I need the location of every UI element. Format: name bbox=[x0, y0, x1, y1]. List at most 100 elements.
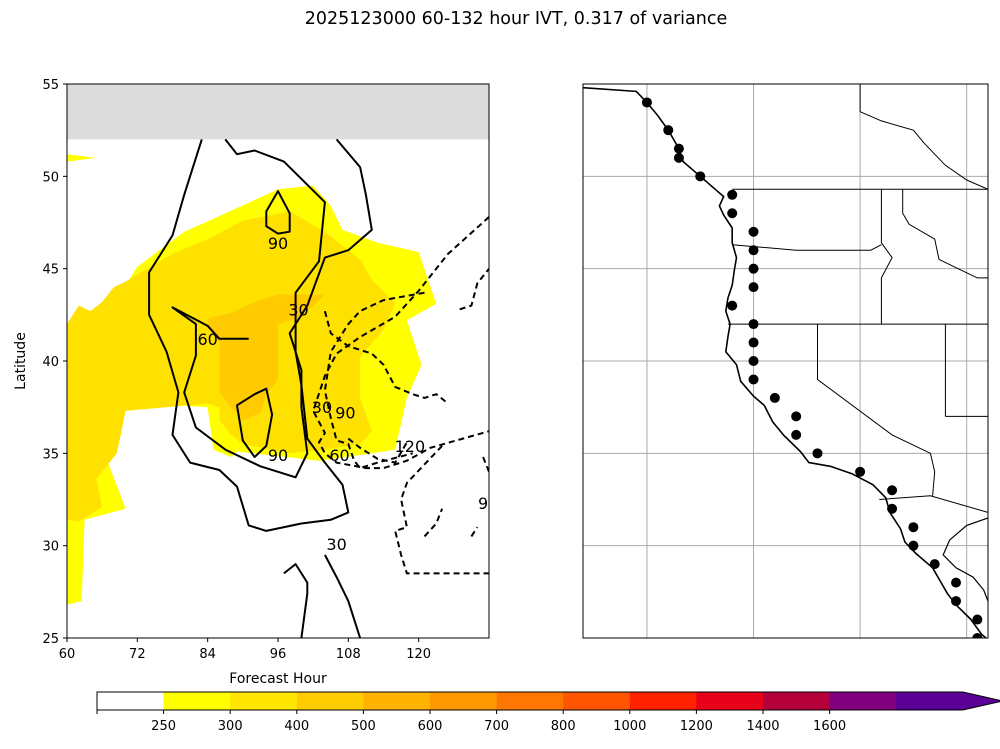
colorbar-segment bbox=[230, 692, 298, 710]
colorbar-tick-label: 300 bbox=[218, 719, 243, 734]
colorbar-segment bbox=[163, 692, 231, 710]
x-axis-label: Forecast Hour bbox=[229, 671, 327, 687]
solid-contour-3 bbox=[236, 387, 274, 458]
y-tick-label: 35 bbox=[42, 447, 59, 462]
gulf-coastline bbox=[942, 517, 988, 602]
map-point bbox=[887, 503, 898, 514]
map-point bbox=[641, 97, 652, 108]
map-panel bbox=[582, 83, 989, 639]
colorbar-tick-label: 1200 bbox=[680, 719, 713, 734]
colorbar-segment bbox=[430, 692, 498, 710]
y-tick-label: 25 bbox=[42, 632, 59, 647]
colorbar-segment bbox=[896, 692, 1000, 710]
dashed-contour-0 bbox=[312, 216, 489, 470]
dashed-contour-label: 9 bbox=[478, 494, 488, 513]
map-point bbox=[748, 356, 759, 366]
colorbar-segment bbox=[829, 692, 897, 710]
map-point bbox=[791, 429, 802, 440]
dashed-contour-8 bbox=[470, 526, 479, 537]
solid-contour-1 bbox=[171, 138, 373, 479]
map-point bbox=[855, 466, 866, 477]
colorbar-segment bbox=[763, 692, 831, 710]
map-point bbox=[748, 337, 759, 348]
y-tick-label: 50 bbox=[42, 170, 59, 185]
colorbar-segment bbox=[629, 692, 697, 710]
map-point bbox=[769, 392, 780, 403]
dashed-contour-label: 90 bbox=[335, 404, 355, 423]
map-point bbox=[887, 485, 898, 496]
map-point bbox=[972, 633, 983, 638]
map-point bbox=[663, 125, 674, 136]
solid-contour-4 bbox=[283, 563, 309, 638]
colorbar-segment bbox=[363, 692, 431, 710]
colorbar-tick-label: 1000 bbox=[613, 719, 646, 734]
state-border bbox=[880, 189, 893, 325]
map-point bbox=[727, 189, 738, 200]
map-point bbox=[908, 540, 919, 551]
y-tick-label: 45 bbox=[42, 263, 59, 278]
solid-contour-5 bbox=[324, 554, 362, 638]
colorbar-tick-label: 250 bbox=[151, 719, 176, 734]
x-tick-label: 96 bbox=[270, 647, 287, 662]
map-point bbox=[748, 282, 759, 293]
map-point bbox=[951, 577, 962, 588]
map-point bbox=[748, 263, 759, 274]
colorbar-segment bbox=[563, 692, 631, 710]
x-tick-label: 60 bbox=[59, 647, 76, 662]
solid-contour-label: 30 bbox=[326, 535, 346, 554]
dashed-contour-3 bbox=[394, 445, 489, 575]
map-point bbox=[951, 596, 962, 607]
x-tick-label: 120 bbox=[406, 647, 431, 662]
colorbar-tick-label: 800 bbox=[551, 719, 576, 734]
colorbar-tick-label: 700 bbox=[484, 719, 509, 734]
map-point bbox=[791, 411, 802, 422]
coastline bbox=[583, 86, 987, 638]
dashed-contour-label: 60 bbox=[329, 446, 349, 465]
colorbar-tick-label: 1400 bbox=[746, 719, 779, 734]
map-point bbox=[673, 152, 684, 163]
colorbar: 250 300 400 500 600 700 800 1000 1200 1400 1600 bbox=[96, 691, 1000, 734]
dashed-contour-label: 120 bbox=[395, 437, 426, 456]
ivt-fill-400 bbox=[207, 294, 325, 421]
map-point bbox=[748, 245, 759, 256]
colorbar-segment bbox=[296, 692, 364, 710]
state-border bbox=[879, 495, 988, 513]
map-point bbox=[673, 143, 684, 154]
map-point bbox=[908, 522, 919, 533]
dashed-contour-6 bbox=[423, 508, 444, 538]
colorbar-tick-label: 500 bbox=[351, 719, 376, 734]
y-tick-label: 30 bbox=[42, 540, 59, 555]
map-point bbox=[748, 374, 759, 385]
colorbar-segment bbox=[496, 692, 564, 710]
colorbar-tick-label: 1600 bbox=[813, 719, 846, 734]
solid-contour-label: 30 bbox=[288, 300, 308, 319]
solid-contour-0 bbox=[148, 138, 350, 532]
x-tick-label: 72 bbox=[129, 647, 146, 662]
masked-region bbox=[67, 84, 489, 140]
state-border bbox=[732, 244, 882, 251]
dashed-contour-4 bbox=[347, 437, 408, 464]
state-border bbox=[902, 189, 988, 279]
state-border bbox=[859, 84, 988, 190]
colorbar-segment bbox=[97, 692, 165, 710]
x-tick-label: 84 bbox=[199, 647, 216, 662]
colorbar-tick-label: 400 bbox=[284, 719, 309, 734]
dashed-contour-2 bbox=[323, 310, 449, 405]
dashed-contour-1 bbox=[323, 291, 425, 470]
map-point bbox=[695, 171, 706, 182]
state-border bbox=[817, 324, 936, 496]
y-tick-label: 40 bbox=[42, 355, 59, 370]
solid-contour-label: 90 bbox=[268, 446, 288, 465]
solid-contour-label: 60 bbox=[197, 330, 217, 349]
x-tick-label: 108 bbox=[336, 647, 361, 662]
colorbar-tick-label: 600 bbox=[418, 719, 443, 734]
map-point bbox=[929, 559, 940, 570]
map-point bbox=[748, 319, 759, 330]
y-axis-label: Latitude bbox=[13, 332, 29, 390]
map-point bbox=[748, 226, 759, 237]
dashed-contour-7 bbox=[482, 456, 489, 473]
figure-title: 2025123000 60-132 hour IVT, 0.317 of var… bbox=[304, 9, 728, 29]
map-panel-frame bbox=[582, 83, 989, 639]
